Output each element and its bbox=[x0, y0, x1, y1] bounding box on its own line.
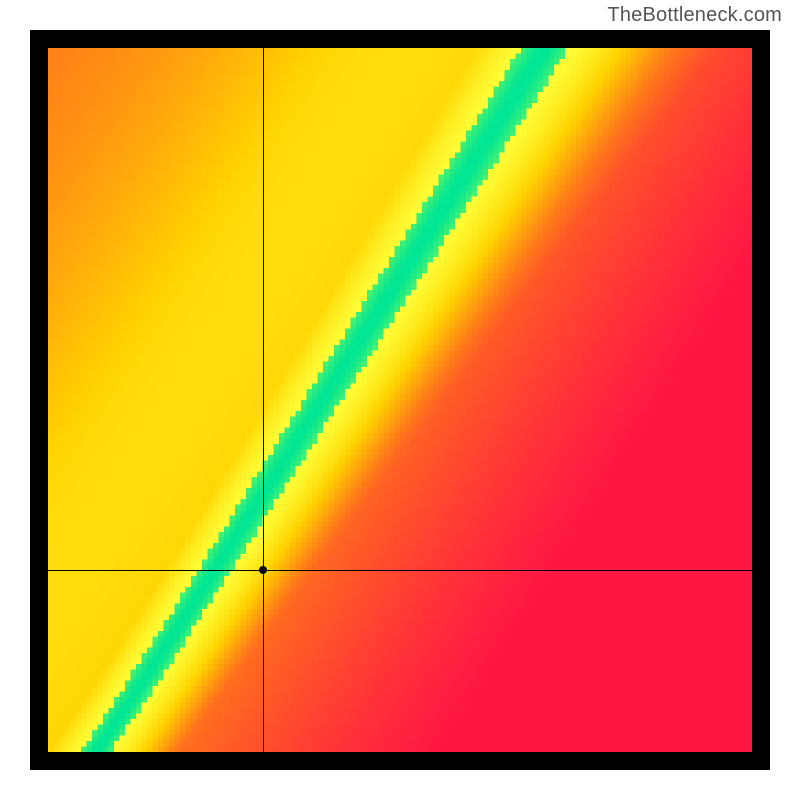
crosshair-horizontal bbox=[48, 570, 752, 571]
crosshair-vertical bbox=[263, 48, 264, 752]
page-root: { "watermark": { "text": "TheBottleneck.… bbox=[0, 0, 800, 800]
heatmap-canvas bbox=[48, 48, 752, 752]
watermark-text: TheBottleneck.com bbox=[607, 4, 782, 27]
chart-frame bbox=[30, 30, 770, 770]
